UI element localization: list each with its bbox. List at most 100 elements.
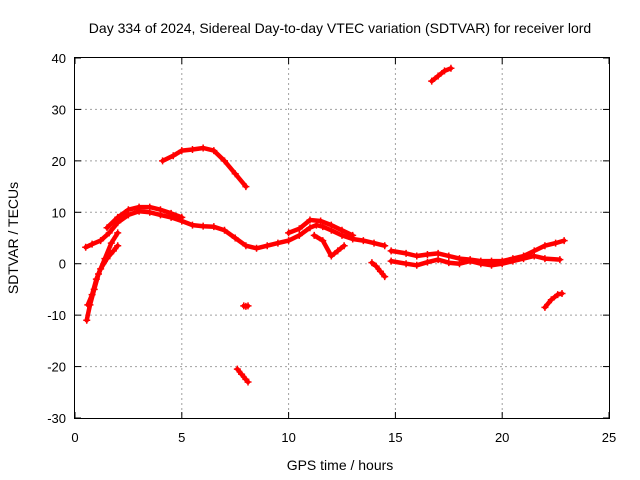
data-point [221, 157, 229, 165]
data-point [244, 302, 252, 310]
y-tick-labels: -30 -20 -10 0 10 20 30 40 [47, 51, 66, 426]
data-point [263, 242, 271, 250]
data-point [319, 223, 327, 231]
data-point [88, 291, 96, 299]
data-point [242, 242, 250, 250]
data-point [253, 244, 261, 252]
data-point [82, 243, 90, 251]
data-point [455, 260, 463, 268]
y-tick-label: -20 [47, 360, 66, 375]
series-arc-5-fall [233, 365, 252, 386]
y-tick-label: -10 [47, 308, 66, 323]
plot-frame [74, 57, 610, 419]
series-arc-1-mid [285, 216, 357, 239]
series-arc-1-upper [103, 203, 186, 232]
data-point [381, 242, 389, 250]
data-point [199, 144, 207, 152]
series-arc-1-dip [310, 231, 348, 260]
data-point [413, 261, 421, 269]
grid-layer [75, 58, 609, 418]
data-point [103, 255, 111, 263]
data-point [372, 262, 380, 270]
data-point [159, 157, 167, 165]
data-point [319, 237, 327, 245]
data-point [188, 146, 196, 154]
data-point [441, 67, 449, 75]
series-line [235, 366, 251, 385]
data-point [428, 77, 436, 85]
data-point [88, 240, 96, 248]
series-arc-3-rise [84, 242, 122, 309]
series-arc-9-lower [387, 252, 564, 269]
x-tick-label: 0 [71, 430, 78, 445]
data-point [114, 229, 122, 237]
data-point [402, 260, 410, 268]
data-point [317, 217, 325, 225]
data-point [541, 303, 549, 311]
data-point [387, 247, 395, 255]
data-point [109, 247, 117, 255]
data-point [338, 226, 346, 234]
data-point [445, 259, 453, 267]
data-point [349, 231, 357, 239]
data-point [541, 255, 549, 263]
data-point [146, 203, 154, 211]
data-point [188, 221, 196, 229]
data-point [498, 260, 506, 268]
y-tick-label: -30 [47, 411, 66, 426]
y-tick-label: 0 [59, 257, 66, 272]
series-arc-7-short [368, 259, 389, 281]
series-line [388, 253, 563, 268]
data-point [210, 147, 218, 155]
chart-title: Day 334 of 2024, Sidereal Day-to-day VTE… [89, 20, 591, 36]
data-point [103, 224, 111, 232]
data-point [114, 242, 122, 250]
y-axis-label: SDTVAR / TECUs [5, 182, 21, 294]
data-point [488, 261, 496, 269]
data-point [423, 250, 431, 258]
data-point [477, 260, 485, 268]
data-point [340, 242, 348, 250]
x-tick-label: 25 [602, 430, 616, 445]
data-point [97, 265, 105, 273]
series-line [160, 145, 249, 189]
data-point [285, 237, 293, 245]
data-point [105, 229, 113, 237]
data-point [156, 206, 164, 214]
data-point [306, 216, 314, 224]
data-point [445, 252, 453, 260]
data-point [387, 257, 395, 265]
data-point [381, 273, 389, 281]
data-point [547, 296, 555, 304]
series-line [429, 66, 454, 84]
data-point [178, 147, 186, 155]
data-point [97, 237, 105, 245]
data-point [334, 247, 342, 255]
data-point [520, 255, 528, 263]
x-tick-label: 10 [281, 430, 295, 445]
data-point [530, 252, 538, 260]
data-point [434, 256, 442, 264]
series-arc-6-point [240, 302, 252, 310]
data-point [370, 239, 378, 247]
data-point [306, 224, 314, 232]
data-point [231, 170, 239, 178]
data-point [114, 213, 122, 221]
data-point [310, 231, 318, 239]
data-point [466, 257, 474, 265]
data-point [83, 316, 91, 324]
x-tick-label: 20 [495, 430, 509, 445]
data-point [199, 222, 207, 230]
data-point [552, 239, 560, 247]
data-point [285, 229, 293, 237]
data-point [178, 213, 186, 221]
series-line [369, 260, 387, 279]
y-tick-label: 40 [52, 51, 66, 66]
x-tick-label: 15 [388, 430, 402, 445]
data-point [274, 239, 282, 247]
data-point [124, 206, 132, 214]
data-point [359, 237, 367, 245]
data-point [368, 259, 376, 267]
data-point [327, 221, 335, 229]
